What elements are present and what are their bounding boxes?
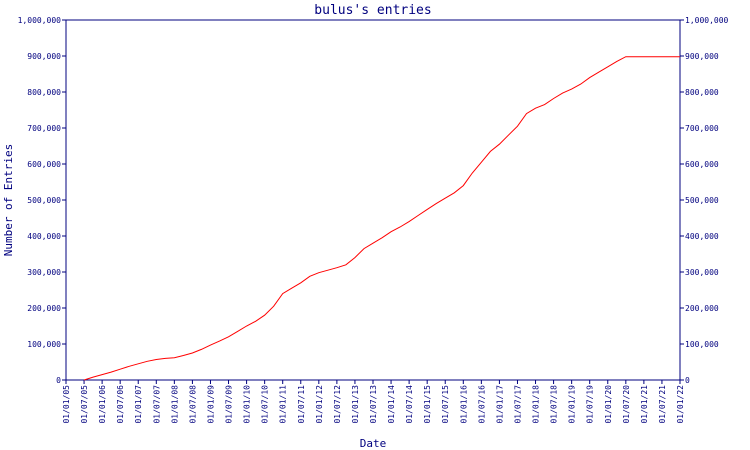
x-tick-label: 01/01/19: [568, 385, 577, 424]
x-tick-label: 01/01/08: [170, 385, 179, 424]
entries-line: [83, 56, 680, 381]
y-tick-label-left: 700,000: [27, 124, 61, 133]
x-tick-label: 01/01/11: [279, 385, 288, 424]
x-tick-label: 01/07/21: [658, 385, 667, 424]
x-tick-label: 01/01/06: [98, 385, 107, 424]
y-tick-label-left: 0: [56, 376, 61, 385]
x-tick-label: 01/07/10: [261, 385, 270, 424]
y-tick-label-right: 200,000: [685, 304, 719, 313]
x-tick-label: 01/07/16: [477, 385, 486, 424]
x-tick-label: 01/07/20: [622, 385, 631, 424]
y-tick-label-left: 200,000: [27, 304, 61, 313]
x-tick-label: 01/01/21: [640, 385, 649, 424]
y-tick-label-left: 600,000: [27, 160, 61, 169]
y-tick-label-left: 400,000: [27, 232, 61, 241]
x-tick-label: 01/07/12: [333, 385, 342, 424]
y-tick-label-right: 700,000: [685, 124, 719, 133]
x-tick-label: 01/07/08: [188, 385, 197, 424]
y-axis-left: 0 100,000 200,000 300,000 400,000 500,000 600,…: [18, 16, 66, 385]
x-tick-label: 01/07/19: [586, 385, 595, 424]
y-tick-label-right: 900,000: [685, 52, 719, 61]
x-tick-label: 01/01/20: [604, 385, 613, 424]
y-tick-label-right: 100,000: [685, 340, 719, 349]
x-tick-label: 01/01/12: [315, 385, 324, 424]
y-tick-label-left: 900,000: [27, 52, 61, 61]
y-tick-label-right: 500,000: [685, 196, 719, 205]
y-tick-label-right: 400,000: [685, 232, 719, 241]
y-tick-label-right: 0: [685, 376, 690, 385]
x-tick-label: 01/07/11: [297, 385, 306, 424]
y-axis-title: Number of Entries: [2, 144, 15, 257]
x-tick-label: 01/07/14: [405, 385, 414, 424]
x-axis: 01/01/05 01/07/05 01/01/06 01/07/06 01/01/07…: [62, 380, 685, 424]
y-tick-label-right: 1,000,000: [685, 16, 729, 25]
x-tick-label: 01/01/05: [62, 385, 71, 424]
x-tick-label: 01/07/17: [513, 385, 522, 424]
x-tick-label: 01/07/05: [80, 385, 89, 424]
x-tick-label: 01/01/18: [532, 385, 541, 424]
y-tick-label-left: 500,000: [27, 196, 61, 205]
x-tick-label: 01/07/06: [116, 385, 125, 424]
y-tick-label-right: 600,000: [685, 160, 719, 169]
x-tick-label: 01/07/07: [152, 385, 161, 424]
x-tick-label: 01/07/15: [441, 385, 450, 424]
chart-title: bulus's entries: [314, 3, 431, 18]
y-tick-label-right: 800,000: [685, 88, 719, 97]
plot-frame: [65, 19, 681, 381]
x-tick-label: 01/07/09: [225, 385, 234, 424]
x-tick-label: 01/01/07: [134, 385, 143, 424]
x-tick-label: 01/01/14: [387, 385, 396, 424]
y-tick-label-left: 300,000: [27, 268, 61, 277]
x-tick-label: 01/01/17: [495, 385, 504, 424]
y-tick-label-left: 100,000: [27, 340, 61, 349]
x-tick-label: 01/07/13: [369, 385, 378, 424]
x-tick-label: 01/01/09: [206, 385, 215, 424]
x-tick-label: 01/07/18: [550, 385, 559, 424]
y-tick-label-left: 1,000,000: [18, 16, 62, 25]
x-tick-label: 01/01/15: [423, 385, 432, 424]
x-axis-title: Date: [360, 437, 387, 450]
x-tick-label: 01/01/10: [243, 385, 252, 424]
x-tick-label: 01/01/16: [459, 385, 468, 424]
y-axis-right: 0 100,000 200,000 300,000 400,000 500,000 600,…: [680, 16, 729, 385]
x-tick-label: 01/01/22: [676, 385, 685, 424]
x-tick-label: 01/01/13: [351, 385, 360, 424]
y-tick-label-right: 300,000: [685, 268, 719, 277]
y-tick-label-left: 800,000: [27, 88, 61, 97]
